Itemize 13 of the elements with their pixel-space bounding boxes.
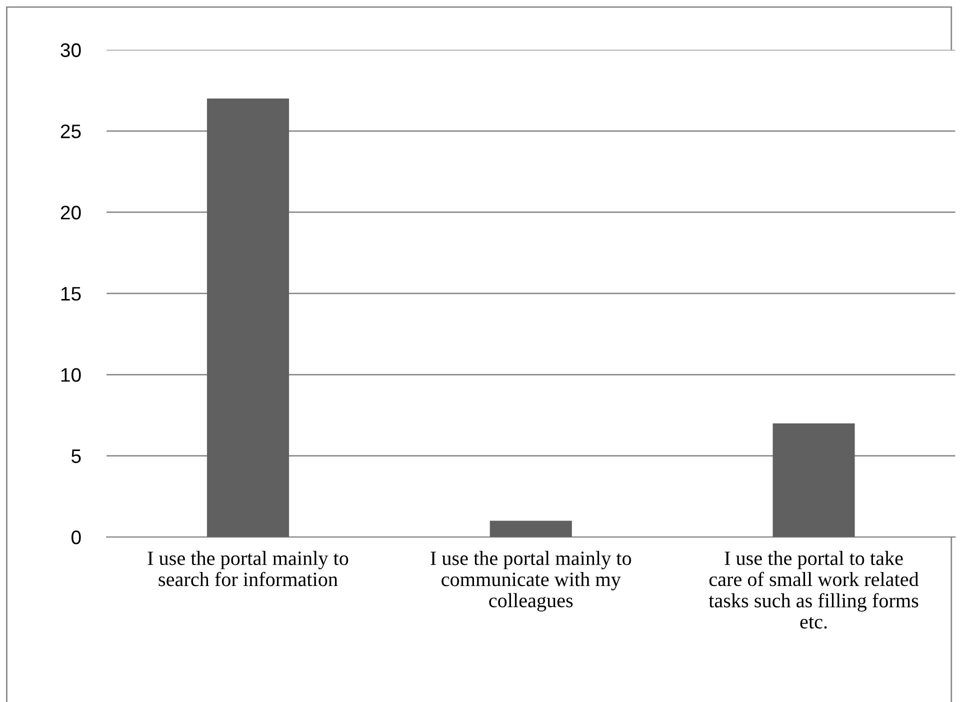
x-tick-label: I use the portal mainly to search for information [148,550,348,586]
y-tick-label: 0 [72,530,81,544]
bar [206,98,290,538]
bar [772,423,855,538]
y-tick-label: 30 [60,43,81,58]
bar [490,520,572,538]
y-tick-label: 5 [72,450,81,464]
x-tick-label: I use the portal mainly to communicate with my colleagues [430,550,632,612]
y-tick-label: 25 [60,124,81,138]
y-tick-label: 15 [61,287,81,301]
x-tick-label: I use the portal to take care of small work related tasks such as filling forms etc. [708,550,919,629]
y-tick-label: 10 [61,368,81,382]
y-tick-label: 20 [60,206,81,220]
